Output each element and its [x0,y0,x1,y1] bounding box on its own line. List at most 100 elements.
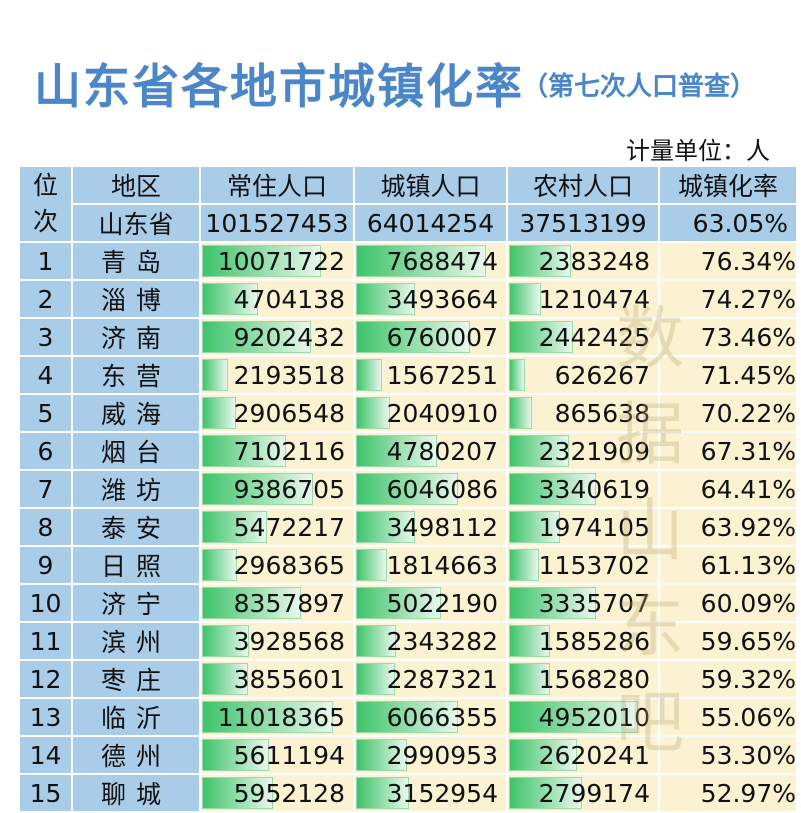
resident-value: 2906548 [233,398,345,428]
rural-bar [509,511,561,543]
urban-value: 2040910 [386,398,498,428]
rate-cell: 67.31% [658,431,798,471]
rank-cell: 14 [18,735,73,775]
urban-value: 2990953 [386,740,498,770]
rural-value: 2321909 [538,436,650,466]
province-urban: 64014254 [353,203,508,243]
urban-cell: 7688474 [353,241,508,281]
rural-cell: 2620241 [506,735,660,775]
resident-bar [202,587,302,619]
urban-bar [356,283,415,315]
resident-value: 9386705 [233,474,345,504]
province-rate: 63.05% [658,203,798,243]
resident-value: 5952128 [233,778,345,808]
header-rank: 位 次 [18,165,73,243]
rate-cell: 59.32% [658,659,798,699]
urban-value: 7688474 [386,246,498,276]
rate-cell: 70.22% [658,393,798,433]
rural-cell: 2383248 [506,241,660,281]
region-cell: 潍坊 [71,469,201,509]
resident-cell: 3855601 [199,659,355,699]
region-cell: 泰安 [71,507,201,547]
urban-cell: 2343282 [353,621,508,661]
rural-value: 1210474 [538,284,650,314]
unit-label: 计量单位：人 [626,137,770,165]
table-row: 3 济南 9202432 6760007 2442425 73.46% [18,317,798,357]
urban-value: 1567251 [386,360,498,390]
page-subtitle: （第七次人口普查） [522,72,757,102]
region-cell: 日照 [71,545,201,585]
table-row: 6 烟台 7102116 4780207 2321909 67.31% [18,431,798,471]
header-rank-line1: 位 [32,171,58,200]
urban-bar [356,245,486,277]
urban-bar [356,359,383,391]
rank-cell: 8 [18,507,73,547]
resident-cell: 5611194 [199,735,355,775]
rank-cell: 1 [18,241,73,281]
rural-cell: 2442425 [506,317,660,357]
rural-bar [509,739,578,771]
resident-value: 2968365 [233,550,345,580]
resident-cell: 2968365 [199,545,355,585]
resident-cell: 7102116 [199,431,355,471]
resident-cell: 3928568 [199,621,355,661]
urban-cell: 1814663 [353,545,508,585]
urban-cell: 4780207 [353,431,508,471]
resident-value: 9202432 [233,322,345,352]
rank-cell: 15 [18,773,73,813]
rural-cell: 3335707 [506,583,660,623]
header-rank-line2: 次 [32,207,58,236]
resident-bar [202,397,237,429]
rate-cell: 74.27% [658,279,798,319]
table-row: 4 东营 2193518 1567251 626267 71.45% [18,355,798,395]
urban-cell: 3493664 [353,279,508,319]
urban-value: 6046086 [386,474,498,504]
rate-cell: 64.41% [658,469,798,509]
resident-cell: 11018365 [199,697,355,737]
resident-cell: 5952128 [199,773,355,813]
rural-cell: 626267 [506,355,660,395]
rate-cell: 53.30% [658,735,798,775]
resident-cell: 4704138 [199,279,355,319]
resident-bar [202,435,287,467]
rural-value: 626267 [554,360,650,390]
table-header-row: 位 次 地区 常住人口 城镇人口 农村人口 城镇化率 [18,165,798,243]
urban-value: 3498112 [386,512,498,542]
rural-bar [509,549,540,581]
resident-value: 4704138 [233,284,345,314]
region-cell: 临沂 [71,697,201,737]
resident-bar [202,511,267,543]
rural-cell: 1974105 [506,507,660,547]
table-row: 1 青岛 10071722 7688474 2383248 76.34% [18,241,798,281]
resident-cell: 5472217 [199,507,355,547]
resident-value: 11018365 [217,702,345,732]
urban-cell: 3498112 [353,507,508,547]
urban-cell: 3152954 [353,773,508,813]
province-region: 山东省 [71,203,201,243]
urban-cell: 6066355 [353,697,508,737]
rural-value: 1585286 [538,626,650,656]
urban-value: 4780207 [386,436,498,466]
urban-cell: 6760007 [353,317,508,357]
urban-value: 2287321 [386,664,498,694]
rural-value: 2383248 [538,246,650,276]
region-cell: 德州 [71,735,201,775]
rural-value: 1568280 [538,664,650,694]
rural-value: 2799174 [538,778,650,808]
table-row: 7 潍坊 9386705 6046086 3340619 64.41% [18,469,798,509]
urban-bar [356,701,459,733]
rate-cell: 59.65% [658,621,798,661]
urban-value: 6066355 [386,702,498,732]
urban-value: 6760007 [386,322,498,352]
resident-bar [202,245,322,277]
resident-value: 3928568 [233,626,345,656]
rural-value: 3340619 [538,474,650,504]
rural-bar [509,321,573,353]
resident-value: 8357897 [233,588,345,618]
table-row: 5 威海 2906548 2040910 865638 70.22% [18,393,798,433]
region-cell: 淄博 [71,279,201,319]
region-cell: 滨州 [71,621,201,661]
rural-bar [509,359,526,391]
table-row: 11 滨州 3928568 2343282 1585286 59.65% [18,621,798,661]
rural-bar [509,701,638,733]
